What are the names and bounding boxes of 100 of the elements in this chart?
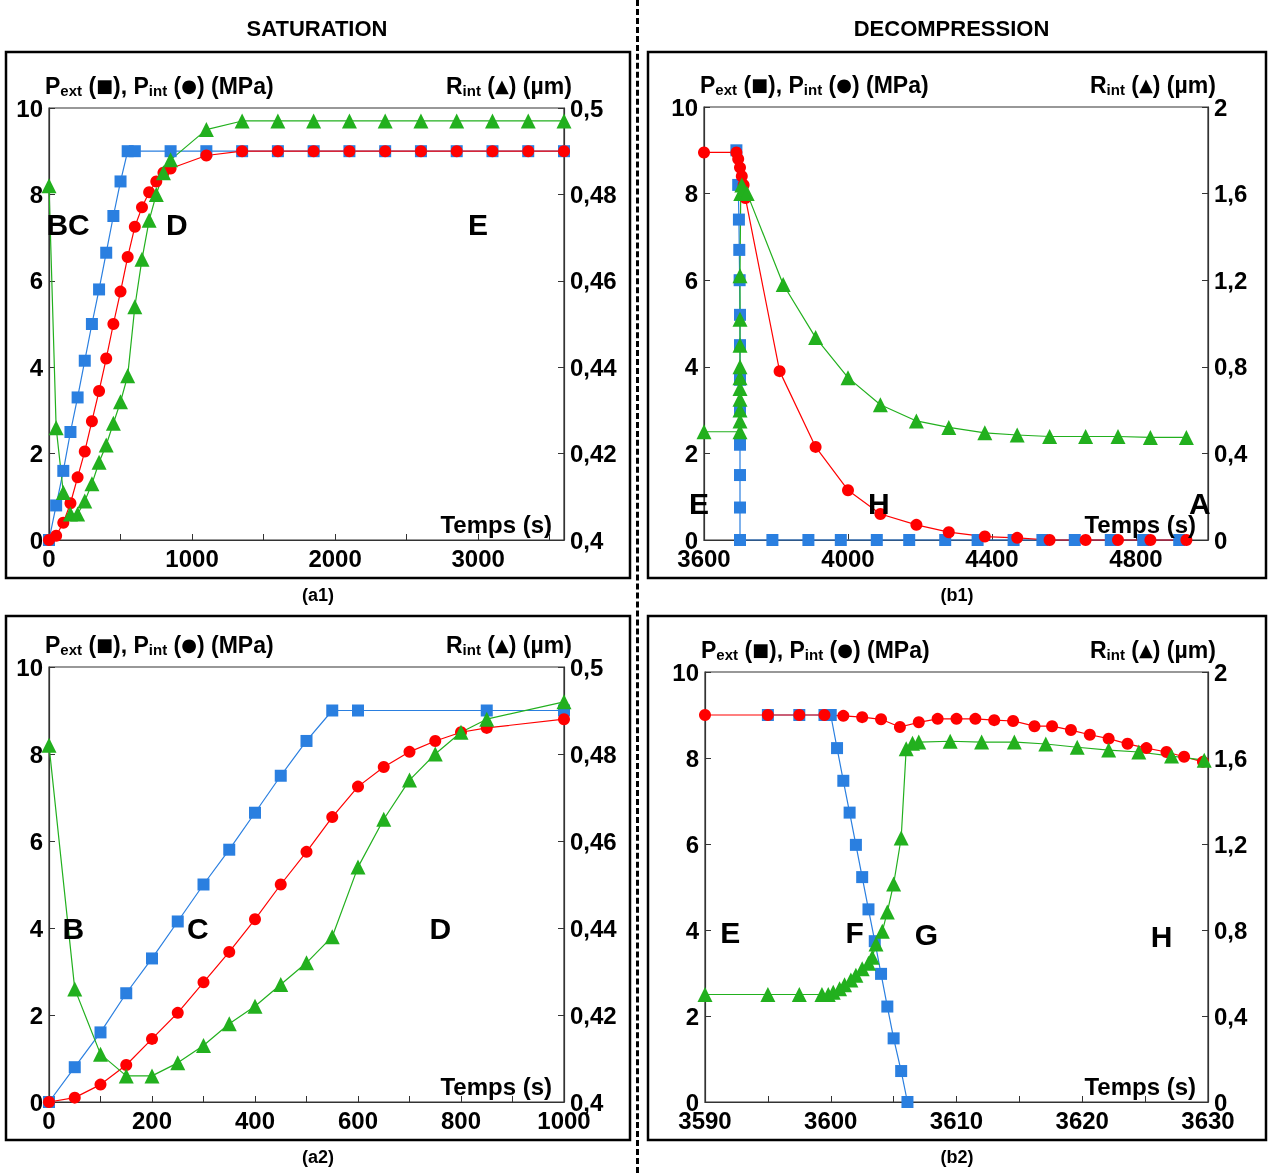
point (831, 742, 844, 755)
y2-tick-label: 1,6 (1214, 744, 1248, 772)
point (1006, 734, 1022, 750)
point (856, 871, 869, 884)
point (249, 806, 261, 819)
point (697, 987, 713, 1002)
point (834, 534, 847, 546)
y-tick-label: 6 (29, 827, 43, 855)
point (197, 976, 210, 989)
point (974, 734, 990, 750)
point (77, 493, 93, 509)
point (978, 530, 991, 543)
point (908, 413, 924, 429)
point (70, 506, 86, 522)
point (893, 830, 909, 846)
point (164, 145, 177, 158)
x-tick-label: 2000 (308, 544, 362, 572)
x-tick-label: 3600 (804, 1106, 858, 1134)
y-tick-label: 4 (29, 353, 44, 381)
point (808, 330, 824, 346)
point (270, 113, 286, 129)
x-axis-title: Temps (s) (440, 510, 552, 538)
y2-tick-label: 0,4 (570, 526, 605, 554)
y-tick-label: 6 (685, 830, 699, 858)
point (105, 415, 121, 431)
point (1068, 534, 1081, 546)
point (146, 952, 158, 965)
y-tick-label: 2 (684, 439, 698, 467)
point (1102, 732, 1115, 745)
y-tick-label: 10 (16, 653, 43, 681)
annotation: D (429, 911, 452, 945)
point (766, 534, 779, 546)
point (1140, 742, 1153, 755)
y-tick-label: 4 (684, 353, 699, 381)
point (100, 246, 113, 259)
y2-tick-label: 0,5 (570, 653, 604, 681)
point (324, 929, 340, 945)
point (809, 440, 822, 453)
point (377, 761, 390, 774)
y2-tick-label: 0,8 (1214, 916, 1248, 944)
y2-tick-label: 0,5 (570, 94, 604, 122)
point (734, 534, 746, 546)
point (197, 878, 210, 891)
y2-tick-label: 0,8 (1214, 353, 1248, 381)
point (1078, 429, 1094, 445)
point (198, 122, 214, 138)
text: (b1) (940, 585, 974, 605)
point (1178, 429, 1194, 445)
x-tick-label: 800 (440, 1106, 482, 1134)
point (128, 220, 141, 233)
x-tick-label: 1000 (165, 544, 219, 572)
point (556, 113, 572, 129)
y2-tick-label: 0,48 (570, 180, 617, 208)
text: Pext (■), Pint (●) (MPa) (700, 71, 929, 98)
point (114, 175, 127, 188)
point (1164, 748, 1180, 764)
point (128, 145, 141, 158)
point (171, 915, 184, 928)
text: (a1) (301, 585, 335, 605)
point (98, 437, 114, 453)
point (520, 113, 536, 129)
point (94, 1026, 107, 1039)
point (862, 903, 875, 916)
point (1083, 728, 1096, 741)
point (223, 945, 236, 958)
y2-axis-title: Rint (▲) (µm) (1089, 636, 1216, 663)
point (840, 370, 856, 386)
point (78, 445, 91, 458)
annotation: D (165, 208, 188, 242)
x-tick-label: 4000 (821, 544, 875, 572)
point (988, 714, 1001, 727)
point (93, 1046, 108, 1062)
point (55, 484, 71, 500)
point (1043, 534, 1056, 546)
point (950, 712, 963, 725)
point (100, 352, 113, 365)
point (91, 454, 107, 470)
point (118, 1068, 134, 1084)
y-tick-label: 2 (29, 440, 43, 468)
y-tick-label: 4 (685, 916, 700, 944)
y2-tick-label: 0,4 (1214, 439, 1249, 467)
point (326, 704, 339, 717)
point (352, 704, 364, 717)
point (775, 277, 791, 293)
point (121, 251, 134, 264)
point (941, 419, 957, 435)
point (1011, 531, 1024, 544)
point (1131, 744, 1147, 760)
y2-tick-label: 1,2 (1214, 830, 1248, 858)
point (71, 391, 84, 404)
point (1142, 429, 1158, 445)
point (734, 438, 746, 451)
x-tick-label: 3000 (451, 544, 505, 572)
y-tick-label: 6 (29, 267, 43, 295)
point (558, 713, 570, 726)
x-tick-label: 4800 (1109, 544, 1163, 572)
point (141, 212, 157, 228)
point (1101, 742, 1117, 758)
point (402, 772, 417, 788)
point (942, 733, 958, 749)
